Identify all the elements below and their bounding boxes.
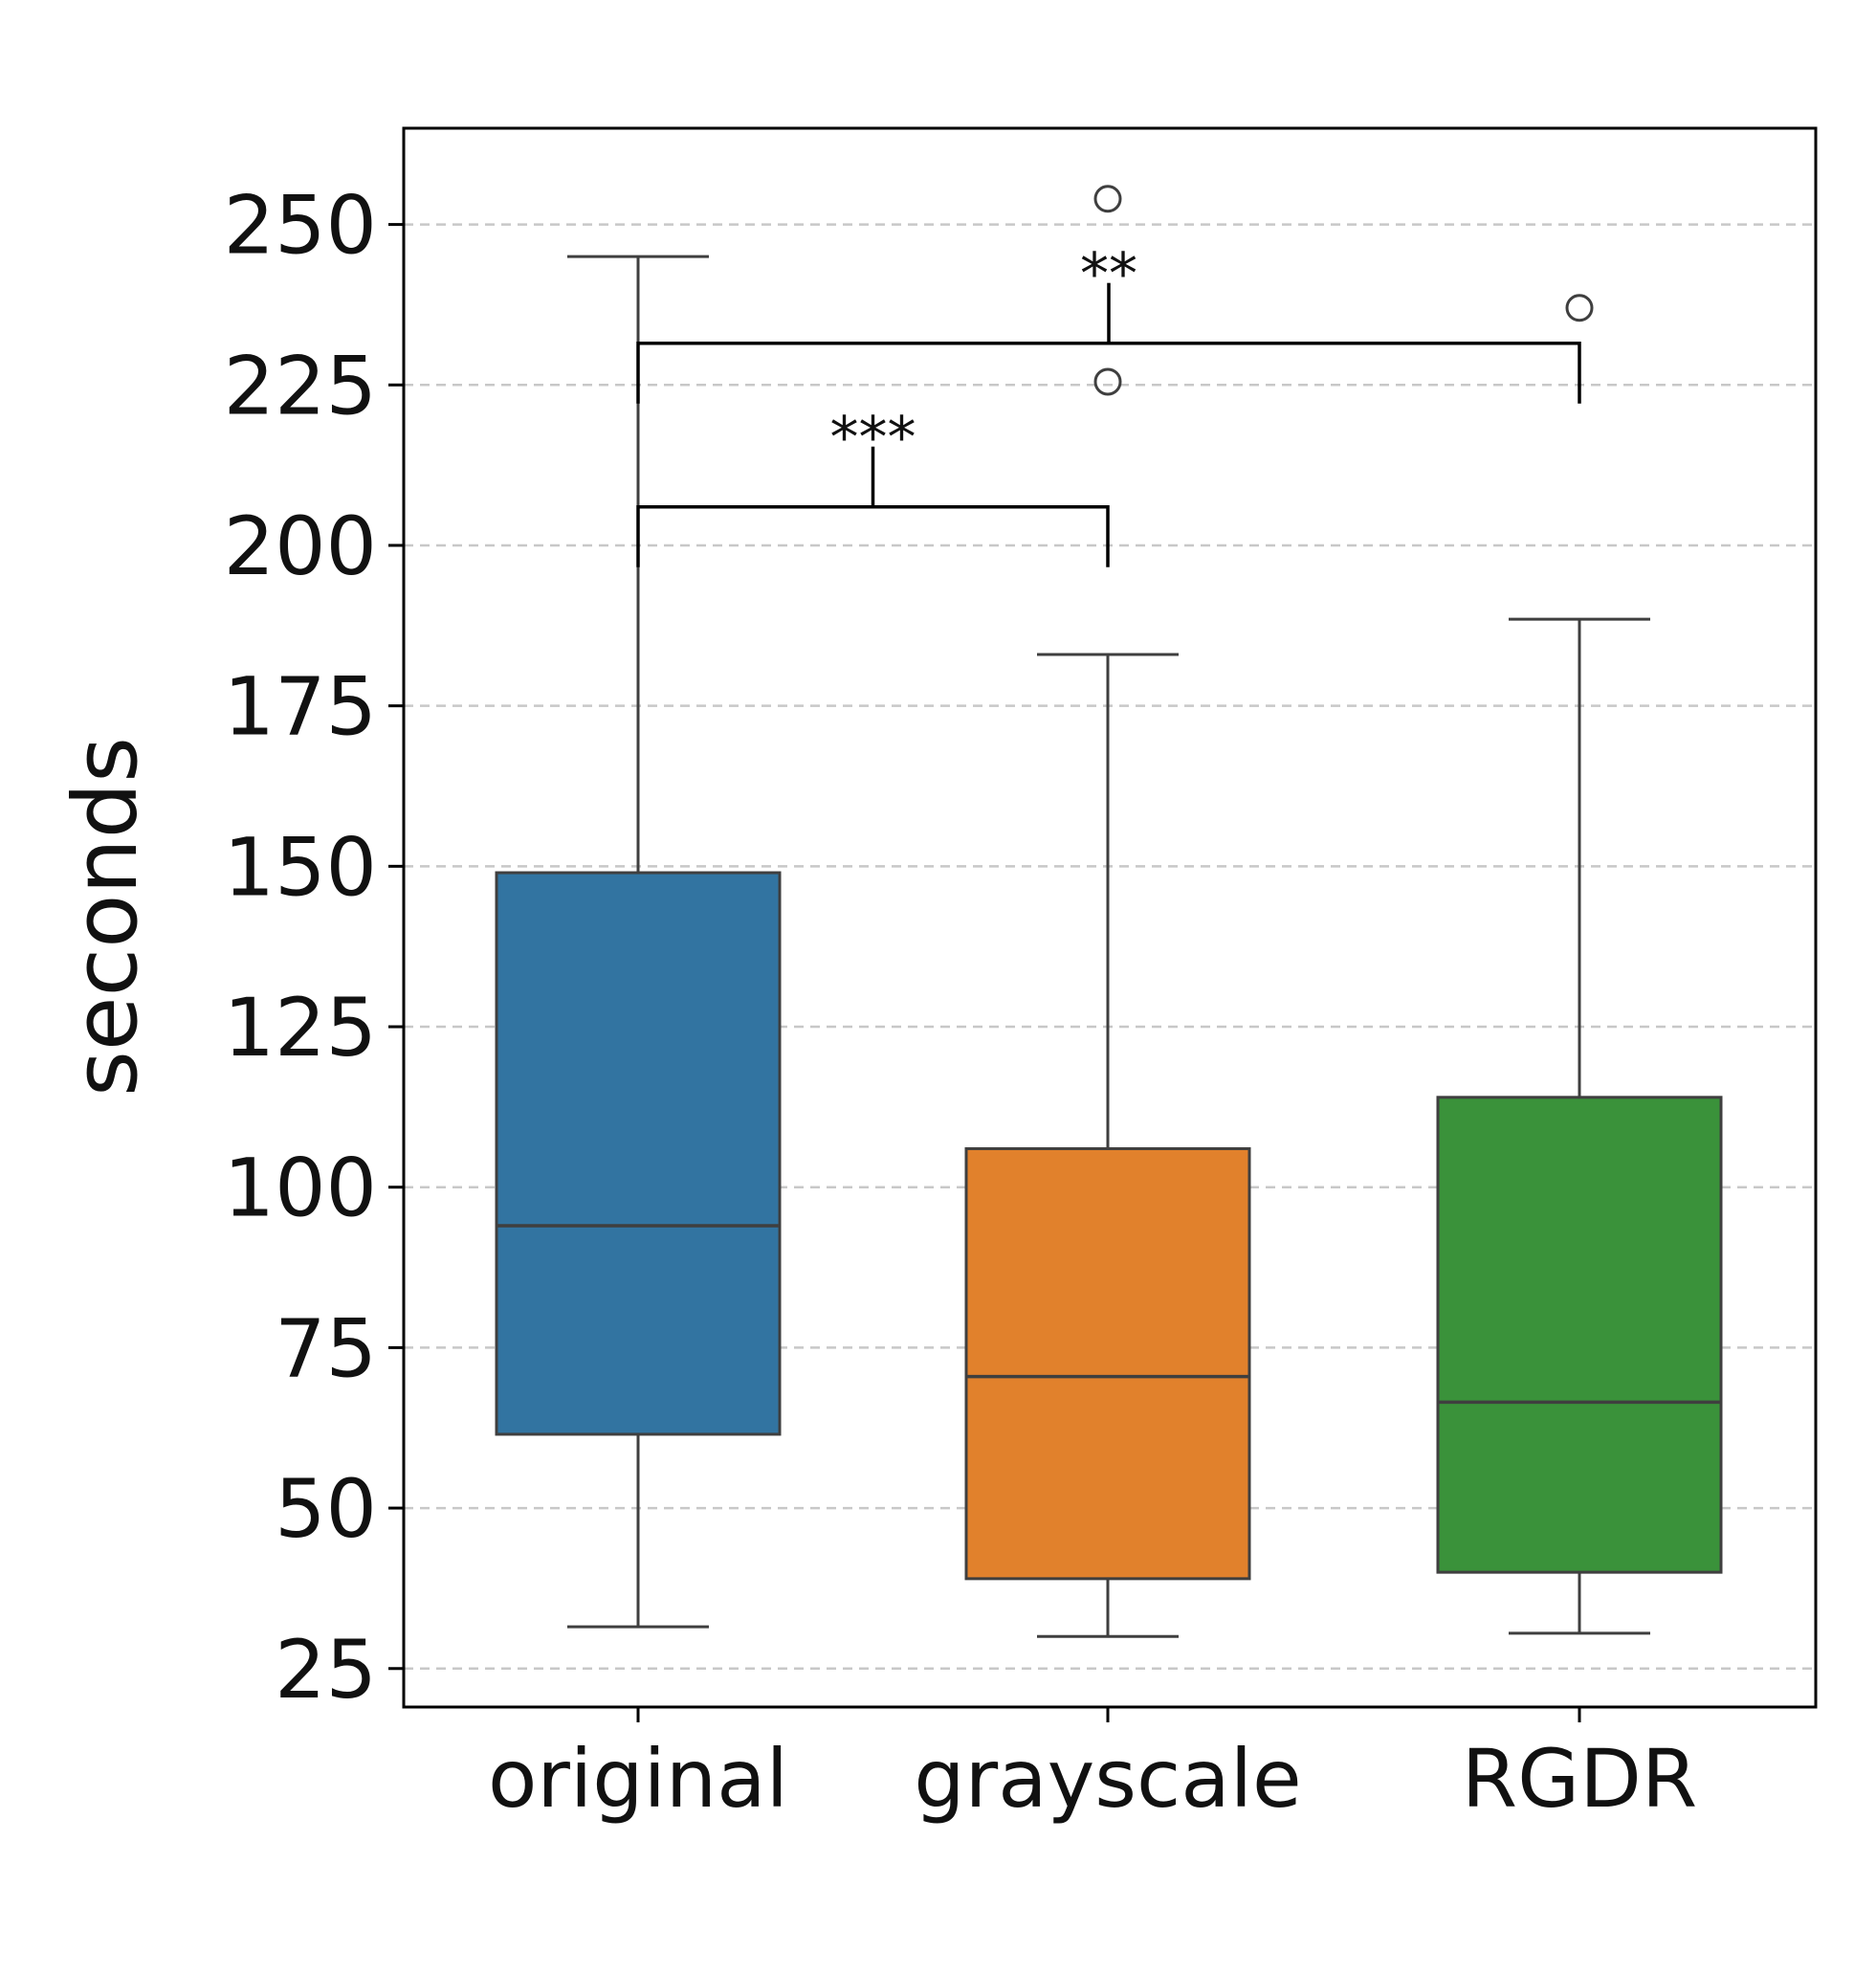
y-tick-label: 250 — [224, 179, 377, 273]
y-tick-label: 125 — [224, 981, 377, 1075]
box-RGDR — [1436, 294, 1723, 1635]
significance-label: *** — [830, 405, 916, 472]
iqr-box — [1436, 1096, 1723, 1574]
bracket-line — [636, 504, 1110, 567]
y-tick-label: 100 — [224, 1142, 377, 1235]
y-tick-label: 200 — [224, 499, 377, 593]
plot-frame — [402, 126, 1818, 1709]
annotation-layer: ***** — [636, 241, 1581, 567]
y-tick-label: 75 — [275, 1301, 377, 1395]
significance-bracket: ** — [636, 241, 1581, 404]
y-axis-label: seconds — [55, 737, 157, 1097]
outlier-point — [1093, 367, 1122, 396]
outlier-point — [1565, 294, 1594, 322]
significance-bracket: *** — [636, 405, 1110, 567]
x-tick-label: grayscale — [914, 1732, 1301, 1826]
y-tick-label: 50 — [275, 1462, 377, 1556]
box-grayscale — [964, 185, 1251, 1638]
significance-label: ** — [1080, 241, 1137, 308]
y-tick-label: 25 — [275, 1623, 377, 1717]
outlier-point — [1093, 185, 1122, 213]
y-tick-label: 175 — [224, 660, 377, 754]
x-tick-label: original — [488, 1732, 788, 1826]
y-tick-label: 150 — [224, 820, 377, 914]
y-tick-label: 225 — [224, 339, 377, 433]
iqr-box — [495, 871, 782, 1436]
box-original — [495, 255, 782, 1629]
box-layer — [495, 185, 1723, 1638]
iqr-box — [964, 1146, 1251, 1581]
x-tick-label: RGDR — [1462, 1732, 1698, 1826]
axis-layer: 25 50 75 100 125 150 175 200 225 250 original grays… — [224, 179, 1698, 1826]
